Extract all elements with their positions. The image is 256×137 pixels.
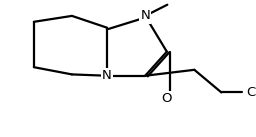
Text: N: N [140, 9, 150, 22]
Text: O: O [162, 92, 172, 105]
Text: Cl: Cl [246, 86, 256, 99]
Text: N: N [102, 69, 112, 82]
